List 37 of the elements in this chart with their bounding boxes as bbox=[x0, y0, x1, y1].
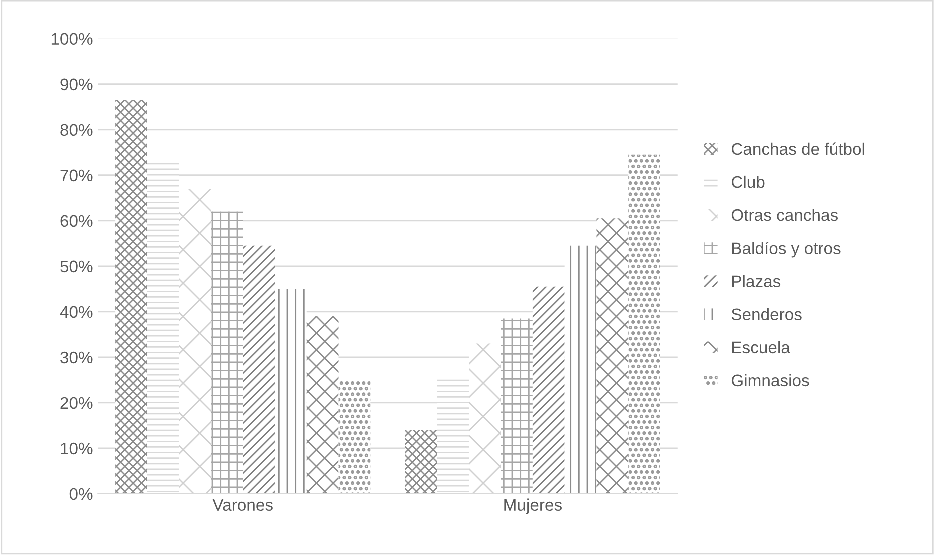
bar bbox=[532, 286, 565, 494]
bar bbox=[147, 159, 180, 494]
y-tick-label: 50% bbox=[60, 260, 93, 273]
bar bbox=[628, 154, 660, 494]
bar bbox=[179, 189, 212, 494]
bar bbox=[469, 344, 502, 494]
y-tick-label: 30% bbox=[60, 352, 93, 364]
y-tick-label: 10% bbox=[61, 442, 93, 455]
y-tick-label: 20% bbox=[60, 397, 93, 410]
bar bbox=[437, 378, 470, 494]
bar bbox=[243, 246, 275, 494]
bar bbox=[596, 218, 629, 494]
y-tick-label: 100% bbox=[52, 33, 93, 46]
y-tick-label: 40% bbox=[60, 306, 93, 318]
bar bbox=[564, 246, 597, 494]
bar bbox=[211, 212, 244, 494]
legend-label: Club bbox=[732, 176, 765, 188]
legend-label: Plazas bbox=[732, 275, 781, 288]
legend-label: Senderos bbox=[732, 308, 802, 321]
legend-label: Gimnasios bbox=[732, 374, 810, 387]
y-tick-label: 0% bbox=[70, 488, 93, 500]
bar bbox=[405, 430, 438, 494]
y-tick-label: 70% bbox=[60, 170, 93, 182]
bar bbox=[274, 289, 307, 494]
y-tick-label: 90% bbox=[60, 78, 93, 91]
legend-label: Canchas de fútbol bbox=[732, 142, 864, 156]
bar bbox=[306, 316, 339, 494]
y-tick-label: 60% bbox=[60, 215, 93, 228]
x-tick-label: Mujeres bbox=[504, 498, 562, 514]
legend-label: Baldíos y otros bbox=[732, 242, 841, 258]
bar bbox=[501, 318, 533, 494]
bar bbox=[116, 100, 148, 494]
y-tick-label: 80% bbox=[60, 124, 93, 136]
legend-label: Escuela bbox=[732, 341, 790, 354]
bar bbox=[338, 380, 371, 494]
legend-label: Otras canchas bbox=[732, 208, 838, 222]
x-tick-label: Varones bbox=[212, 499, 273, 512]
